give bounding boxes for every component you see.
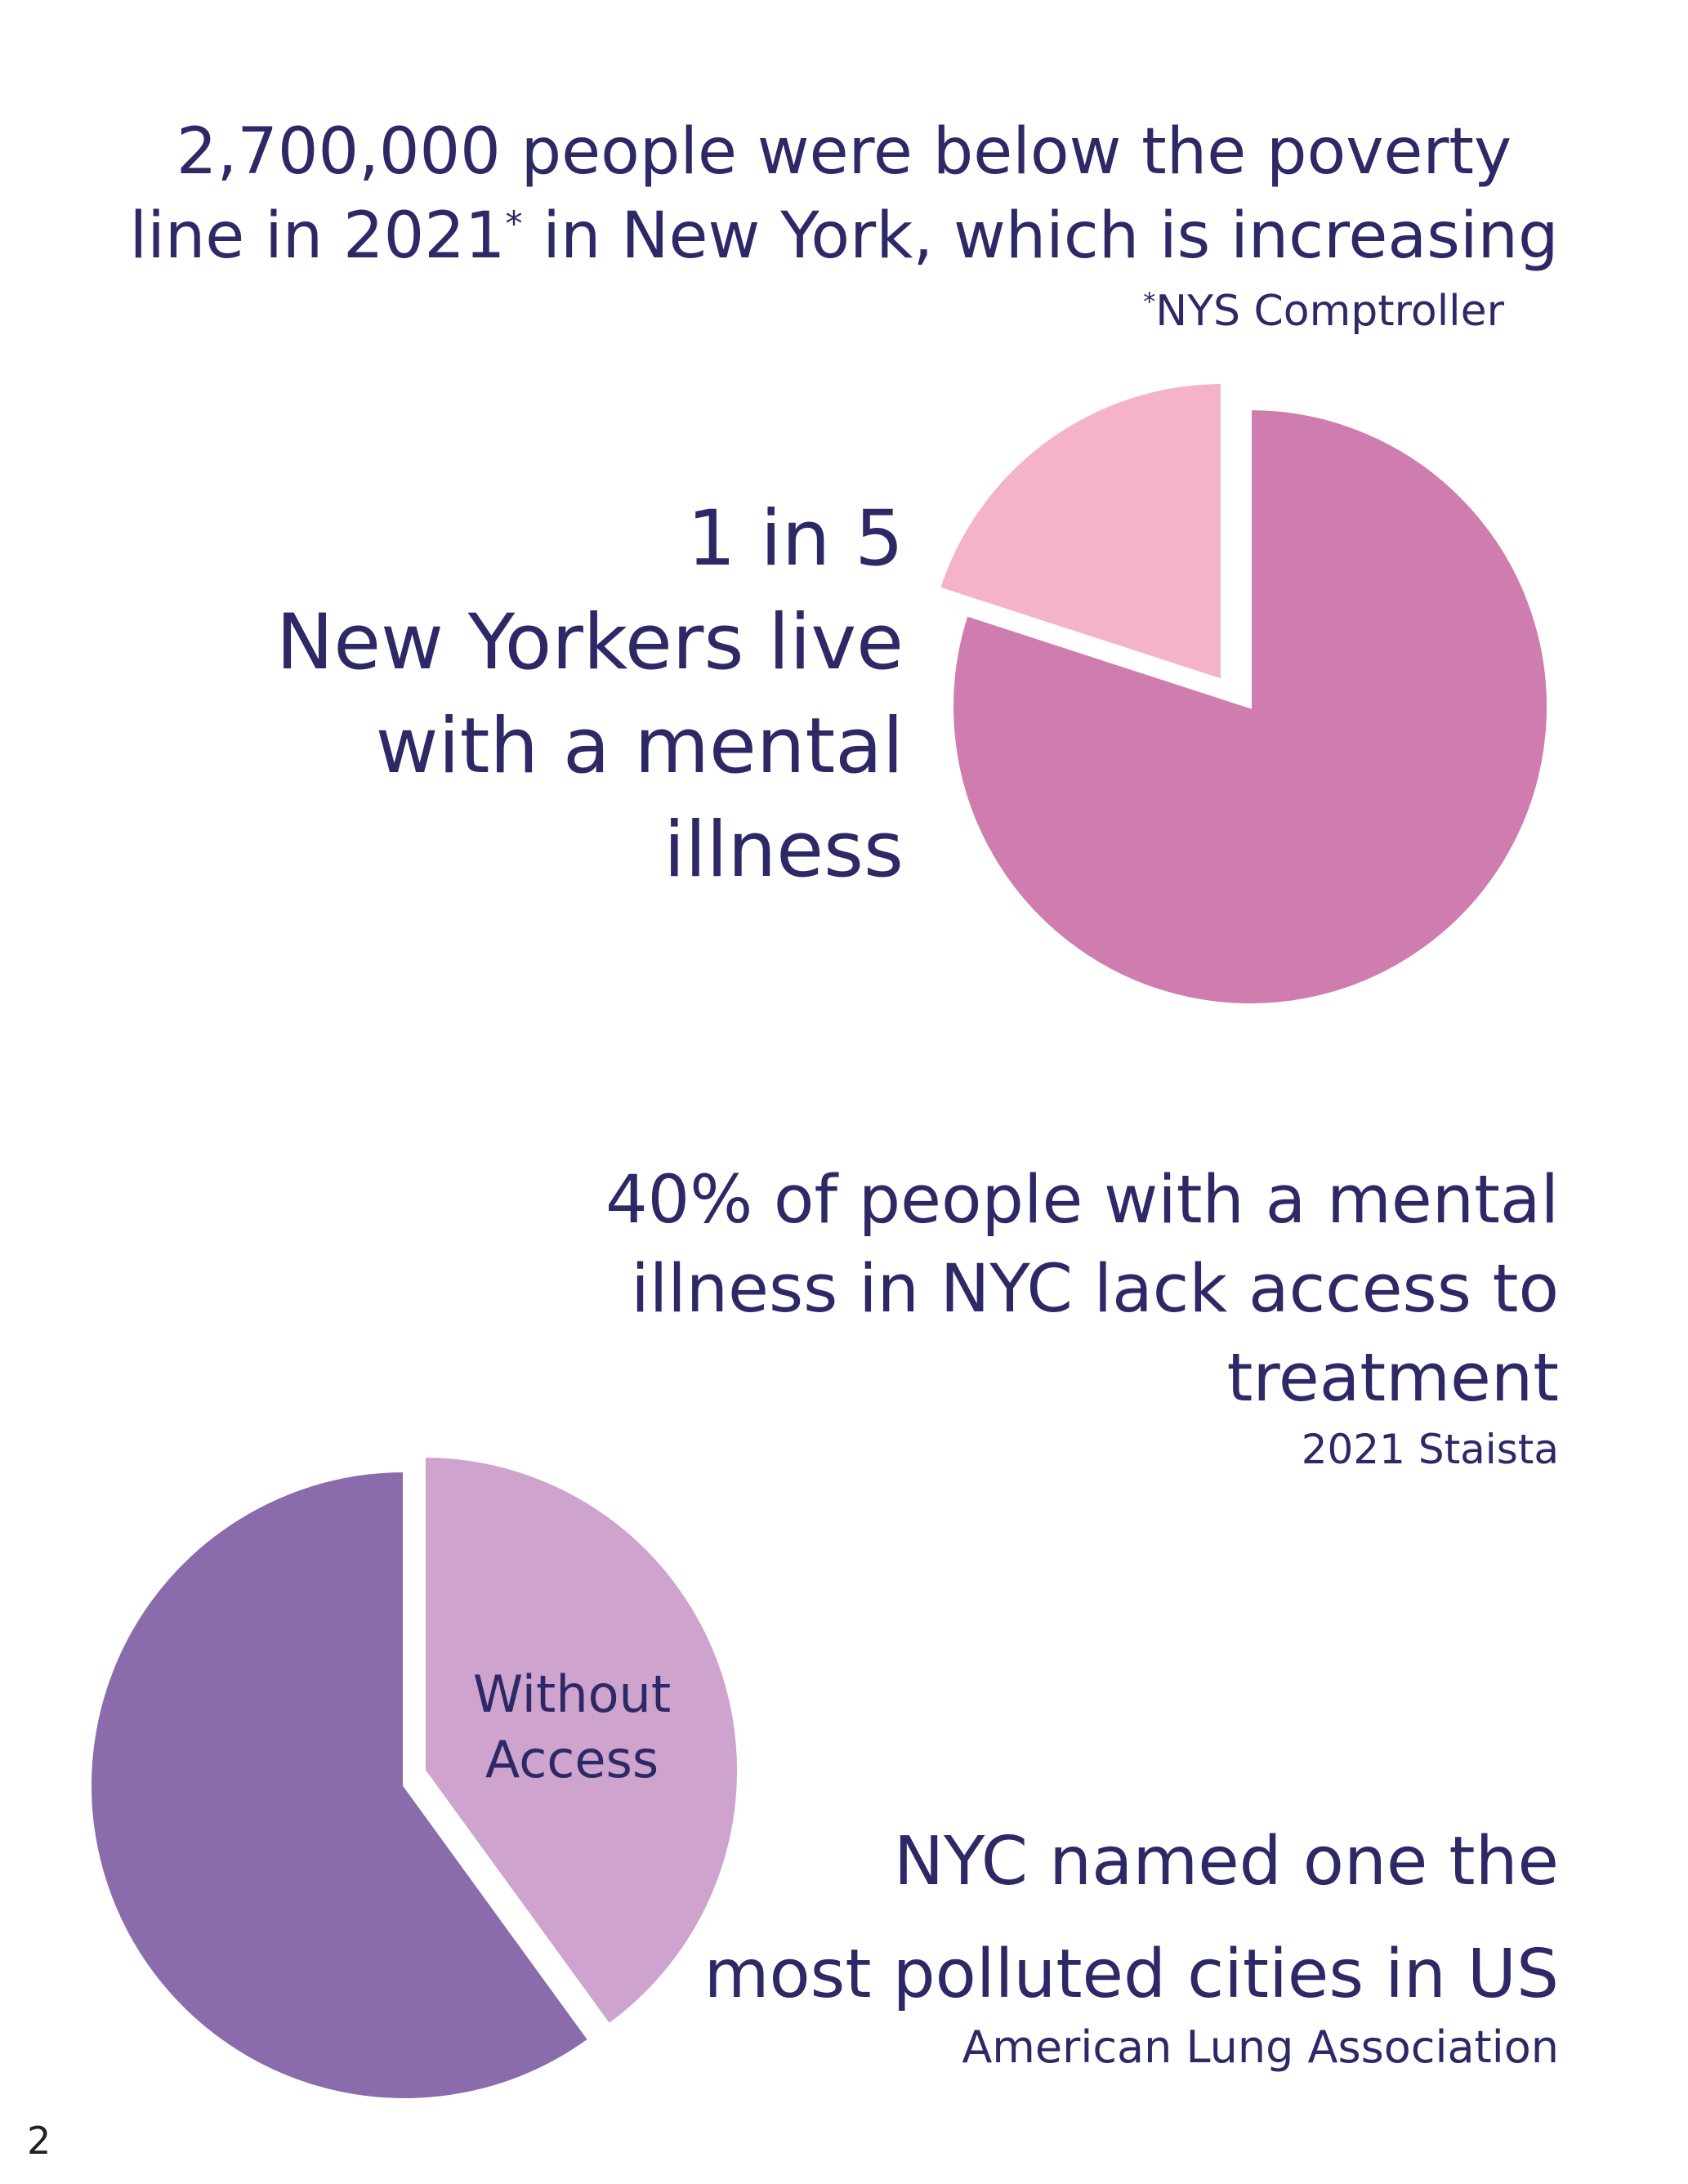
mental-illness-statistic: 1 in 5 New Yorkers live with a mental il… [87, 487, 904, 902]
poverty-line-2-end: in New York, which is increasing [522, 199, 1559, 273]
access-line-1: 40% of people with a mental [605, 1162, 1559, 1239]
treatment-access-statistic: 40% of people with a mental illness in N… [456, 1156, 1559, 1423]
pollution-line-2: most polluted cities in US [703, 1936, 1559, 2013]
pollution-statistic: NYC named one the most polluted cities i… [578, 1806, 1559, 2031]
pie1-slice-1 [936, 380, 1224, 683]
access-line-2: illness in NYC lack access to [631, 1251, 1559, 1328]
mental-line-3: with a mental [375, 702, 904, 791]
poverty-source-text: NYS Comptroller [1155, 287, 1504, 336]
pie2-slice-1 [422, 1454, 740, 2028]
page-number: 2 [27, 2119, 51, 2163]
poverty-statistic: 2,700,000 people were below the poverty … [0, 110, 1688, 279]
pollution-source: American Lung Association [962, 2021, 1559, 2073]
pollution-line-1: NYC named one the [893, 1823, 1559, 1900]
pie2-slice-2 [88, 1468, 592, 2101]
pie1-slice-2 [950, 406, 1551, 1007]
mental-line-4: illness [663, 806, 904, 895]
treatment-access-source: 2021 Staista [1301, 1426, 1559, 1473]
source-footnote-marker: * [1143, 288, 1156, 317]
footnote-marker: * [505, 203, 523, 243]
pie2-slice-label: Without Access [473, 1664, 671, 1789]
poverty-line-2: line in 2021* in New York, which is incr… [0, 194, 1688, 279]
access-line-3: treatment [1226, 1340, 1559, 1417]
mental-line-1: 1 in 5 [686, 494, 904, 583]
mental-line-2: New Yorkers live [275, 598, 904, 687]
poverty-line-2-start: line in 2021 [129, 199, 506, 273]
poverty-line-1: 2,700,000 people were below the poverty [176, 115, 1512, 189]
poverty-source: *NYS Comptroller [1143, 283, 1504, 340]
